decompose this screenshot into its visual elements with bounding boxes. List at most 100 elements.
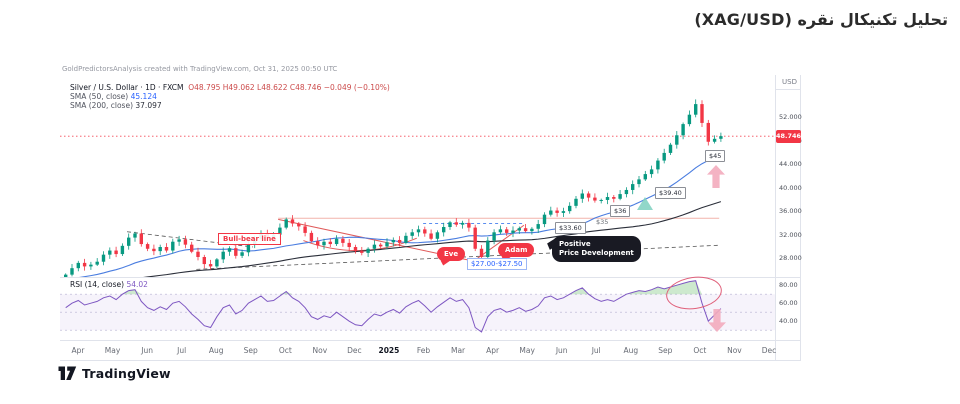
candle-body: [523, 228, 528, 232]
candle-body: [473, 227, 477, 249]
month-label: Jul: [591, 346, 601, 355]
candle-body: [208, 264, 213, 267]
candle-body: [303, 226, 307, 233]
candle-body: [687, 114, 692, 125]
candle-body: [334, 238, 339, 245]
price-tick: 36.000: [779, 207, 802, 216]
candle-body: [177, 239, 181, 242]
tradingview-logo: TradingView: [58, 366, 171, 381]
rsi-tick: 40.00: [779, 317, 798, 326]
candle-body: [108, 250, 112, 255]
candle-body: [416, 229, 421, 233]
month-label: Mar: [450, 346, 466, 355]
candle-body: [379, 244, 383, 247]
candle-body: [706, 122, 710, 142]
candle-body: [561, 211, 566, 213]
chart-bottom-border: [60, 360, 801, 361]
price-pane: [60, 99, 775, 277]
candle-body: [624, 189, 629, 195]
candle-body: [139, 233, 143, 245]
candle-body: [404, 235, 408, 243]
chart-legend: Silver / U.S. Dollar · 1D · FXCM O48.795…: [70, 83, 390, 110]
candle-body: [448, 222, 452, 228]
candle-body: [643, 174, 647, 180]
month-label: 2025: [378, 346, 400, 355]
candle-body: [423, 229, 427, 234]
eve-label: Eve: [437, 247, 466, 261]
high-value: H49.062: [222, 83, 255, 92]
price-tick: 32.000: [779, 230, 802, 239]
close-value: C48.746: [289, 83, 322, 92]
candle-body: [631, 184, 635, 190]
candle-body: [227, 248, 232, 252]
currency-label: USD: [782, 78, 797, 86]
candle-body: [152, 248, 156, 252]
candle-body: [410, 232, 414, 236]
level-35-label: $35: [596, 218, 609, 226]
candle-body: [694, 104, 698, 115]
price-tick: 40.000: [779, 183, 802, 192]
low-value: L48.622: [257, 83, 288, 92]
level-45-label: $45: [705, 150, 726, 162]
candle-body: [649, 169, 654, 175]
rsi-label: RSI (14, close): [70, 280, 125, 289]
candle-body: [435, 232, 440, 239]
candle-body: [681, 124, 685, 136]
candle-body: [536, 224, 540, 229]
candle-body: [700, 104, 704, 123]
candle-body: [442, 227, 446, 233]
candle-body: [133, 233, 137, 238]
candle-body: [164, 247, 169, 251]
candle-body: [429, 233, 433, 239]
candle-body: [221, 251, 225, 260]
candle-body: [555, 210, 559, 213]
sma200-value: 37.097: [135, 101, 162, 110]
level-33-60-label: $33.60: [555, 222, 586, 234]
candle-body: [599, 199, 603, 201]
candle-body: [662, 152, 666, 161]
month-label: Oct: [693, 346, 707, 355]
sma50-label: SMA (50, close): [70, 92, 129, 101]
candle-body: [719, 136, 723, 139]
price-tick: 44.000: [779, 160, 802, 169]
month-label: Aug: [208, 346, 224, 355]
time-axis-separator: [60, 340, 801, 341]
candle-body: [580, 193, 584, 199]
candle-body: [467, 222, 471, 228]
candle-body: [127, 237, 131, 246]
adam-label: Adam: [498, 243, 535, 257]
attribution-watermark: GoldPredictorsAnalysis created with Trad…: [62, 65, 338, 73]
candle-body: [656, 160, 660, 170]
sma50-row: SMA (50, close) 45.124: [70, 92, 390, 101]
candle-body: [145, 244, 150, 249]
open-value: O48.795: [188, 83, 221, 92]
candle-body: [171, 241, 175, 251]
candle-body: [240, 252, 244, 256]
candle-body: [385, 242, 389, 247]
candle-body: [158, 247, 162, 252]
month-label: Apr: [71, 346, 85, 355]
candle-body: [234, 248, 238, 256]
month-label: May: [519, 346, 535, 355]
month-label: Sep: [243, 346, 258, 355]
bull-bear-line-label: Bull-bear line: [218, 233, 281, 245]
candle-body: [290, 219, 295, 224]
candle-body: [64, 274, 68, 277]
candle-body: [637, 179, 641, 185]
month-label: Aug: [623, 346, 639, 355]
month-label: Jun: [141, 346, 153, 355]
rsi-value: 54.02: [126, 280, 148, 289]
candle-body: [511, 230, 515, 233]
price-tick: 28.000: [779, 254, 802, 263]
rsi-legend: RSI (14, close) 54.02: [70, 280, 148, 289]
candle-body: [391, 239, 395, 243]
month-label: Dec: [761, 346, 777, 355]
price-tick: 52.000: [779, 113, 802, 122]
candle-body: [89, 264, 93, 267]
candle-body: [505, 229, 509, 233]
candle-body: [479, 248, 484, 258]
level-39-40-label: $39.40: [655, 187, 686, 199]
candle-body: [360, 251, 364, 253]
tradingview-logo-icon: [58, 366, 77, 380]
candle-body: [353, 247, 358, 252]
